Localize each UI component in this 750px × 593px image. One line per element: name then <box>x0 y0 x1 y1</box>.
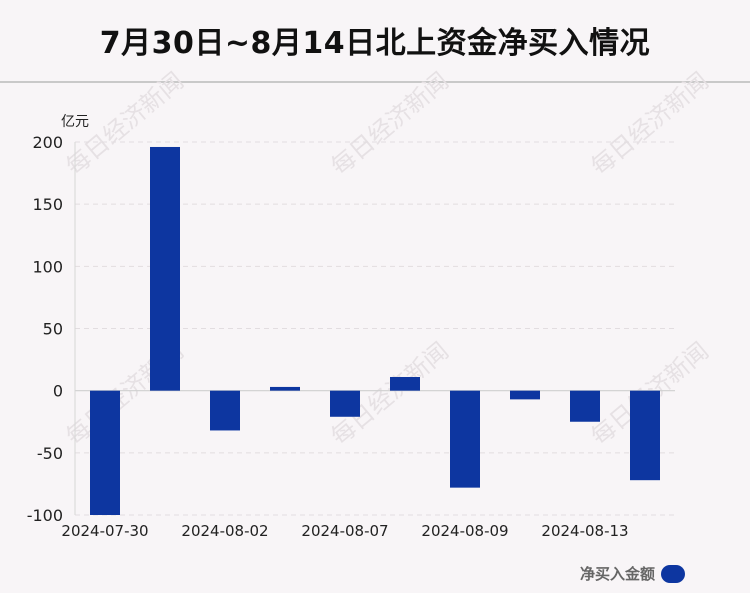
bar-2024-08-09 <box>450 390 480 488</box>
y-tick-label: 100 <box>32 257 63 276</box>
x-tick-label: 2024-08-02 <box>181 522 268 540</box>
y-axis-unit: 亿元 <box>61 114 89 130</box>
bar-2024-07-31 <box>150 146 180 391</box>
bar-series <box>90 146 660 515</box>
bar-2024-08-08 <box>390 376 420 391</box>
x-tick-label: 2024-07-30 <box>61 522 148 540</box>
watermark-text: 每日经济新闻 <box>586 67 714 181</box>
x-axis-ticks: 2024-07-30 2024-08-02 2024-08-07 2024-08-09… <box>61 522 628 540</box>
y-tick-label: 200 <box>32 133 63 152</box>
bar-2024-08-07 <box>330 390 360 417</box>
bar-2024-08-13 <box>570 390 600 422</box>
watermark-text: 每日经济新闻 <box>326 67 454 181</box>
x-tick-label: 2024-08-13 <box>541 522 628 540</box>
y-axis-ticks: -100 -50 0 50 100 150 200 <box>27 133 63 525</box>
y-tick-label: -100 <box>27 506 63 525</box>
y-tick-label: -50 <box>37 444 63 463</box>
bar-2024-07-30 <box>90 390 120 515</box>
title-divider <box>0 81 750 83</box>
y-tick-label: 150 <box>32 195 63 214</box>
x-tick-label: 2024-08-09 <box>421 522 508 540</box>
bar-2024-08-14 <box>630 390 660 481</box>
legend-swatch <box>661 564 685 583</box>
bar-2024-08-05 <box>270 386 300 391</box>
bar-2024-08-12 <box>510 390 540 400</box>
y-tick-label: 50 <box>43 320 63 339</box>
bar-2024-08-02 <box>210 390 240 431</box>
legend-label: 净买入金额 <box>579 565 655 583</box>
x-tick-label: 2024-08-07 <box>301 522 388 540</box>
legend: 净买入金额 <box>580 563 685 584</box>
chart-title: 7月30日~8月14日北上资金净买入情况 <box>99 26 651 61</box>
y-tick-label: 0 <box>53 382 63 401</box>
